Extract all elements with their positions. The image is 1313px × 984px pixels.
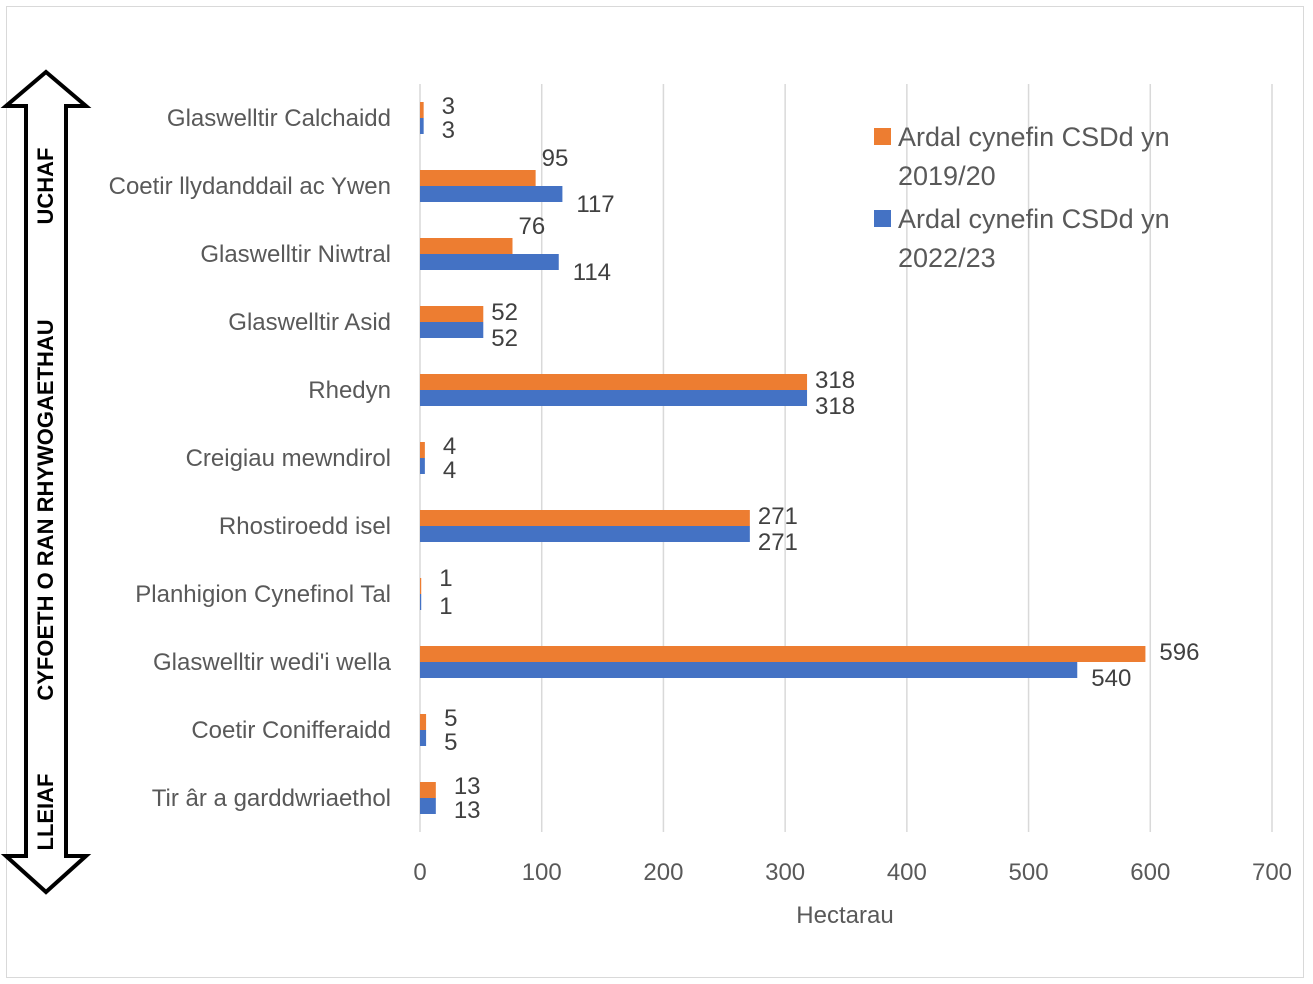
data-label-2022-23: 1 xyxy=(439,593,452,620)
data-label-2019-20: 4 xyxy=(443,433,456,460)
category-label: Rhedyn xyxy=(308,377,391,404)
side-label-middle: CYFOETH O RAN RHYWOGAETHAU xyxy=(33,319,58,700)
bar-2022-23 xyxy=(420,118,424,134)
category-label: Glaswelltir Calchaidd xyxy=(167,105,391,132)
x-axis-title: Hectarau xyxy=(796,902,893,929)
category-label: Glaswelltir wedi'i wella xyxy=(153,649,392,676)
data-label-2022-23: 13 xyxy=(454,797,481,824)
x-tick-label: 0 xyxy=(413,859,426,886)
x-tick-label: 100 xyxy=(522,859,562,886)
x-tick-label: 600 xyxy=(1130,859,1170,886)
data-label-2022-23: 5 xyxy=(444,729,457,756)
gridlines xyxy=(419,84,1273,832)
category-label: Glaswelltir Niwtral xyxy=(200,241,391,268)
bar-2022-23 xyxy=(420,526,750,542)
bar-2019-20 xyxy=(420,442,425,458)
category-label: Tir âr a garddwriaethol xyxy=(152,785,391,812)
category-label: Creigiau mewndirol xyxy=(186,445,391,472)
category-labels: Glaswelltir Calchaidd Coetir llydanddail … xyxy=(109,105,392,812)
category-label: Coetir Conifferaidd xyxy=(191,717,391,744)
bar-2019-20 xyxy=(420,306,484,322)
data-label-2022-23: 271 xyxy=(758,529,798,556)
data-label-2022-23: 3 xyxy=(442,117,455,144)
bar-2019-20 xyxy=(420,714,427,730)
category-label: Glaswelltir Asid xyxy=(228,309,391,336)
bar-2019-20 xyxy=(420,102,424,118)
category-label: Rhostiroedd isel xyxy=(219,513,391,540)
bar-2019-20 xyxy=(420,374,808,390)
data-label-2022-23: 117 xyxy=(576,191,614,218)
data-label-2019-20: 1 xyxy=(439,565,452,592)
data-label-2019-20: 13 xyxy=(454,773,481,800)
x-tick-label: 300 xyxy=(765,859,805,886)
legend: Ardal cynefin CSDd yn 2019/20 Ardal cynefi… xyxy=(874,122,1170,273)
bar-2022-23 xyxy=(420,458,425,474)
bar-2022-23 xyxy=(420,186,563,202)
x-tick-label: 500 xyxy=(1009,859,1049,886)
bar-2019-20 xyxy=(420,510,750,526)
bar-2022-23 xyxy=(420,322,484,338)
bar-2022-23 xyxy=(420,390,808,406)
side-label-top: UCHAF xyxy=(33,148,58,225)
bar-2019-20 xyxy=(420,782,436,798)
double-arrow-icon xyxy=(0,69,92,895)
data-label-2019-20: 95 xyxy=(542,145,569,172)
bar-2022-23 xyxy=(420,798,436,814)
bar-2019-20 xyxy=(420,578,422,594)
data-label-2019-20: 5 xyxy=(444,705,457,732)
chart-frame xyxy=(6,6,1304,978)
x-tick-label: 700 xyxy=(1252,859,1292,886)
data-label-2022-23: 52 xyxy=(491,325,518,352)
legend-swatch xyxy=(874,210,891,227)
bar-2022-23 xyxy=(420,662,1078,678)
data-label-2019-20: 271 xyxy=(758,503,798,530)
category-label: Planhigion Cynefinol Tal xyxy=(135,581,391,608)
x-tick-label: 400 xyxy=(887,859,927,886)
data-label-2019-20: 3 xyxy=(442,93,455,120)
data-label-2022-23: 318 xyxy=(815,393,855,420)
bar-2019-20 xyxy=(420,170,536,186)
data-label-2019-20: 76 xyxy=(519,213,546,240)
data-label-2022-23: 114 xyxy=(573,259,611,286)
legend-swatch xyxy=(874,128,891,145)
data-label-2022-23: 4 xyxy=(443,457,456,484)
data-label-2019-20: 318 xyxy=(815,367,855,394)
bar-2022-23 xyxy=(420,730,427,746)
data-label-2019-20: 52 xyxy=(491,299,518,326)
bar-2022-23 xyxy=(420,254,559,270)
bars xyxy=(420,102,1146,814)
data-label-2019-20: 596 xyxy=(1159,639,1199,666)
legend-entry: Ardal cynefin CSDd yn 2019/20 xyxy=(898,122,1170,191)
bar-2019-20 xyxy=(420,238,513,254)
x-tick-labels: 0 100 200 300 400 500 600 700 xyxy=(413,859,1292,886)
side-label-bottom: LLEIAF xyxy=(33,774,58,851)
category-label: Coetir llydanddail ac Ywen xyxy=(109,173,391,200)
legend-entry: Ardal cynefin CSDd yn 2022/23 xyxy=(898,204,1170,273)
data-label-2022-23: 540 xyxy=(1091,665,1131,692)
x-tick-label: 200 xyxy=(643,859,683,886)
bar-2019-20 xyxy=(420,646,1146,662)
bar-2022-23 xyxy=(420,594,422,610)
side-arrow: UCHAF CYFOETH O RAN RHYWOGAETHAU LLEIAF xyxy=(0,69,92,895)
